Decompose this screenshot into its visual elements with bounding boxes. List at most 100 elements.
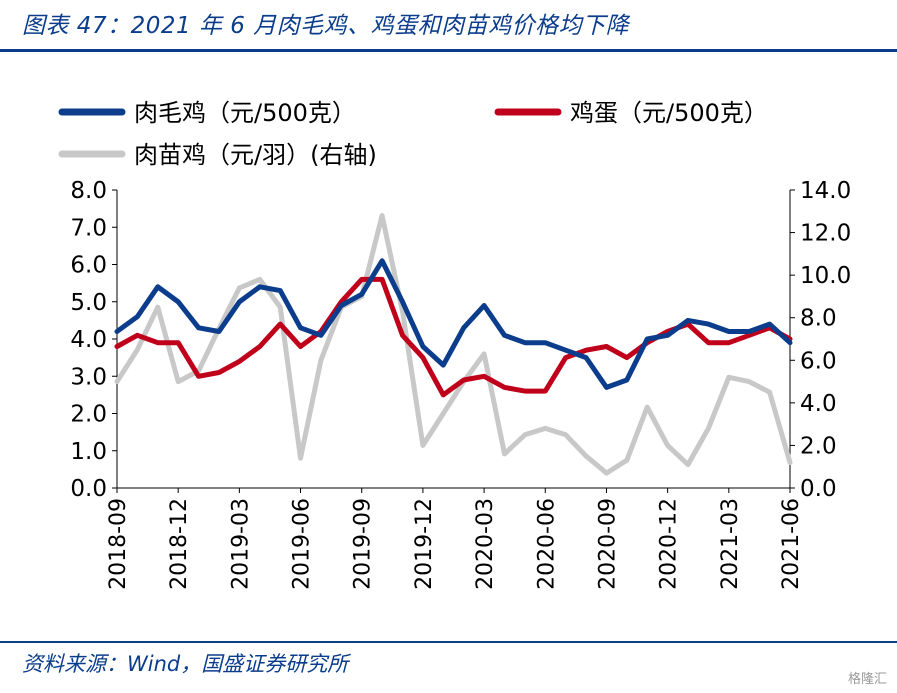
y-right-tick-label: 8.0 [800, 306, 837, 332]
data-point-series-2 [401, 333, 405, 337]
data-point-series-2 [360, 277, 364, 281]
x-tick-label: 2021-06 [779, 498, 804, 590]
x-tick-label: 2019-03 [228, 498, 253, 590]
data-point-series-1 [380, 259, 384, 263]
data-point-series-2 [543, 389, 547, 393]
data-point-series-2 [217, 371, 221, 375]
data-point-series-1 [727, 330, 731, 334]
data-point-series-2 [380, 277, 384, 281]
data-point-series-1 [543, 341, 547, 345]
x-tick-label: 2018-09 [106, 498, 131, 590]
y-left-tick-label: 1.0 [70, 439, 107, 465]
data-point-series-2 [564, 356, 568, 360]
chart-legend: 肉毛鸡（元/500克） 鸡蛋（元/500克） 肉苗鸡（元/羽）(右轴) [58, 99, 768, 169]
data-point-series-1 [604, 385, 608, 389]
source-divider [0, 641, 897, 643]
data-point-series-2 [706, 341, 710, 345]
series-line-1 [114, 258, 793, 390]
title-divider [0, 49, 897, 52]
y-left-tick-label: 5.0 [70, 290, 107, 316]
data-point-series-3 [278, 305, 282, 309]
data-point-series-1 [645, 337, 649, 341]
data-point-series-1 [502, 333, 506, 337]
data-point-series-2 [421, 356, 425, 360]
data-point-series-2 [462, 378, 466, 382]
data-point-series-1 [747, 330, 751, 334]
data-point-series-3 [706, 426, 710, 430]
data-point-series-1 [217, 330, 221, 334]
data-point-series-1 [401, 300, 405, 304]
y-right-tick-label: 12.0 [800, 221, 851, 247]
data-point-series-2 [523, 389, 527, 393]
x-tick-label: 2020-03 [473, 498, 498, 590]
x-tick-label: 2018-12 [167, 498, 192, 590]
source-note: 资料来源：Wind，国盛证券研究所 [22, 652, 349, 676]
data-point-series-3 [645, 405, 649, 409]
y-left-tick-label: 2.0 [70, 402, 107, 428]
data-point-series-2 [156, 341, 160, 345]
data-point-series-1 [625, 378, 629, 382]
data-point-series-1 [686, 318, 690, 322]
data-point-series-2 [584, 348, 588, 352]
data-point-series-3 [543, 426, 547, 430]
data-point-series-1 [115, 330, 119, 334]
data-point-series-1 [666, 333, 670, 337]
data-point-series-3 [768, 390, 772, 394]
data-point-series-3 [482, 352, 486, 356]
x-tick-label: 2019-09 [351, 498, 376, 590]
data-point-series-1 [299, 326, 303, 330]
data-point-series-1 [462, 326, 466, 330]
data-point-series-2 [258, 344, 262, 348]
data-point-series-1 [360, 292, 364, 296]
data-point-series-3 [135, 348, 139, 352]
chart-axes: 0.0 1.0 2.0 3.0 4.0 5.0 6.0 7.0 8.0 0.0 2.0 4.0 6.0 8… [70, 178, 851, 590]
data-point-series-2 [482, 374, 486, 378]
data-point-series-1 [788, 341, 792, 345]
data-point-series-2 [727, 341, 731, 345]
data-point-series-3 [115, 380, 119, 384]
data-point-series-1 [156, 285, 160, 289]
figure-title: 图表 47：2021 年 6 月肉毛鸡、鸡蛋和肉苗鸡价格均下降 [22, 13, 630, 39]
data-point-series-3 [604, 471, 608, 475]
x-tick-label: 2021-03 [718, 498, 743, 590]
y-left-tick-label: 8.0 [70, 178, 107, 204]
series-line-2 [114, 276, 793, 398]
data-point-series-1 [135, 315, 139, 319]
data-point-series-2 [604, 344, 608, 348]
data-point-series-1 [197, 326, 201, 330]
legend-label-3: 肉苗鸡（元/羽）(右轴) [134, 141, 377, 169]
legend-label-2: 鸡蛋（元/500克） [570, 99, 768, 127]
data-point-series-2 [115, 344, 119, 348]
chart-plot-area [114, 213, 793, 476]
data-point-series-1 [584, 356, 588, 360]
x-tick-label: 2020-06 [534, 498, 559, 590]
data-point-series-1 [523, 341, 527, 345]
data-point-series-1 [176, 300, 180, 304]
y-right-tick-label: 2.0 [800, 433, 837, 459]
data-point-series-1 [278, 289, 282, 293]
data-point-series-3 [319, 358, 323, 362]
x-tick-label: 2020-12 [657, 498, 682, 590]
data-point-series-1 [564, 348, 568, 352]
data-point-series-2 [197, 374, 201, 378]
data-point-series-3 [523, 433, 527, 437]
data-point-series-3 [564, 433, 568, 437]
y-right-tick-label: 10.0 [800, 263, 851, 289]
y-right-tick-label: 6.0 [800, 348, 837, 374]
data-point-series-1 [706, 322, 710, 326]
data-point-series-3 [584, 454, 588, 458]
data-point-series-3 [380, 214, 384, 218]
data-point-series-3 [176, 380, 180, 384]
data-point-series-3 [727, 375, 731, 379]
data-point-series-1 [319, 333, 323, 337]
data-point-series-2 [176, 341, 180, 345]
watermark: 格隆汇 [847, 672, 887, 687]
y-left-tick-label: 3.0 [70, 364, 107, 390]
data-point-series-2 [502, 385, 506, 389]
data-point-series-2 [625, 356, 629, 360]
data-point-series-1 [441, 363, 445, 367]
y-right-tick-label: 0.0 [800, 476, 837, 502]
data-point-series-1 [421, 344, 425, 348]
y-left-tick-label: 6.0 [70, 253, 107, 279]
data-point-series-3 [421, 443, 425, 447]
